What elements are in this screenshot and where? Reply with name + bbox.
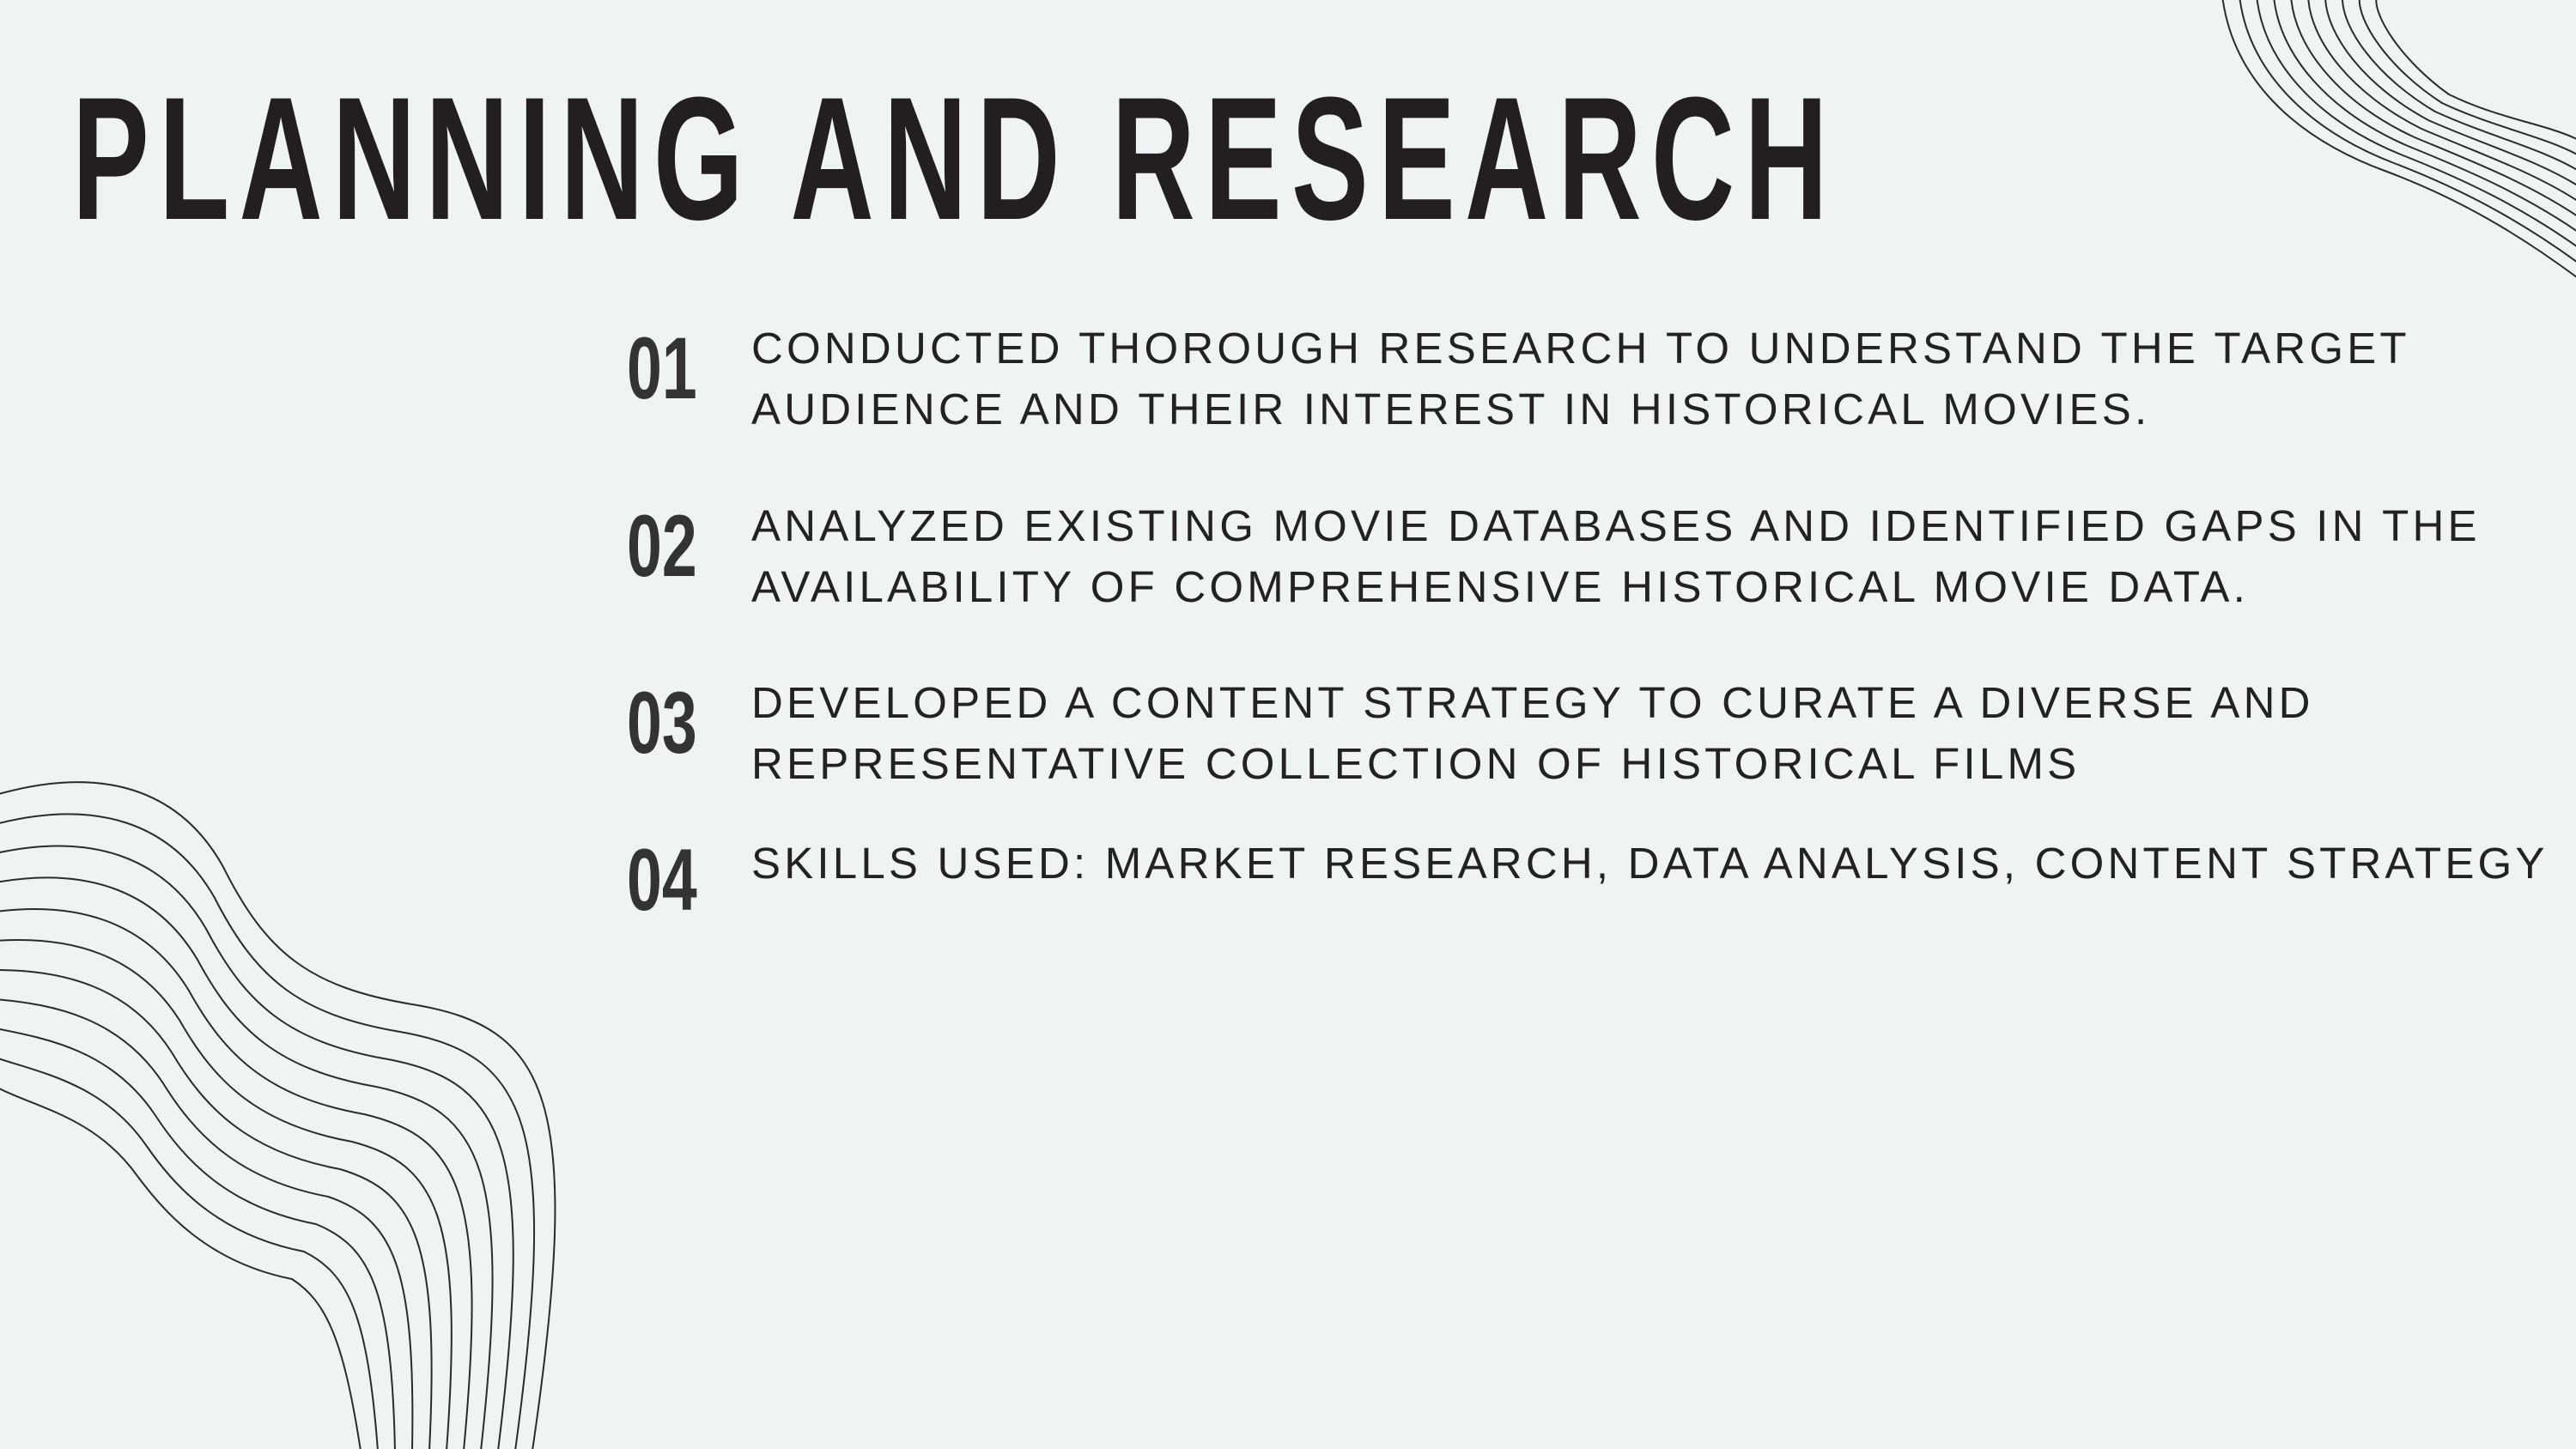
item-text-line: AVAILABILITY OF COMPREHENSIVE HISTORICAL… <box>751 562 2250 611</box>
item-text-line: DEVELOPED A CONTENT STRATEGY TO CURATE A… <box>751 678 2314 727</box>
item-number: 04 <box>627 831 697 929</box>
item-text: ANALYZED EXISTING MOVIE DATABASES AND ID… <box>751 495 2572 617</box>
item-text-line: ANALYZED EXISTING MOVIE DATABASES AND ID… <box>751 501 2481 550</box>
item-text-line: CONDUCTED THOROUGH RESEARCH TO UNDERSTAN… <box>751 324 2410 373</box>
slide-title: PLANNING AND RESEARCH <box>72 61 1838 257</box>
item-number: 01 <box>627 319 697 417</box>
wavy-lines-bottom-left <box>0 781 556 1449</box>
item-text-line: REPRESENTATIVE COLLECTION OF HISTORICAL … <box>751 739 2081 788</box>
item-number: 02 <box>627 497 697 595</box>
item-text: CONDUCTED THOROUGH RESEARCH TO UNDERSTAN… <box>751 318 2572 440</box>
item-text-line: SKILLS USED: MARKET RESEARCH, DATA ANALY… <box>751 839 2549 888</box>
item-text-line: AUDIENCE AND THEIR INTEREST IN HISTORICA… <box>751 385 2151 433</box>
item-text: DEVELOPED A CONTENT STRATEGY TO CURATE A… <box>751 672 2572 794</box>
item-text: SKILLS USED: MARKET RESEARCH, DATA ANALY… <box>751 833 2572 894</box>
wavy-lines-top-right <box>2221 0 2576 278</box>
item-number: 03 <box>627 674 697 772</box>
